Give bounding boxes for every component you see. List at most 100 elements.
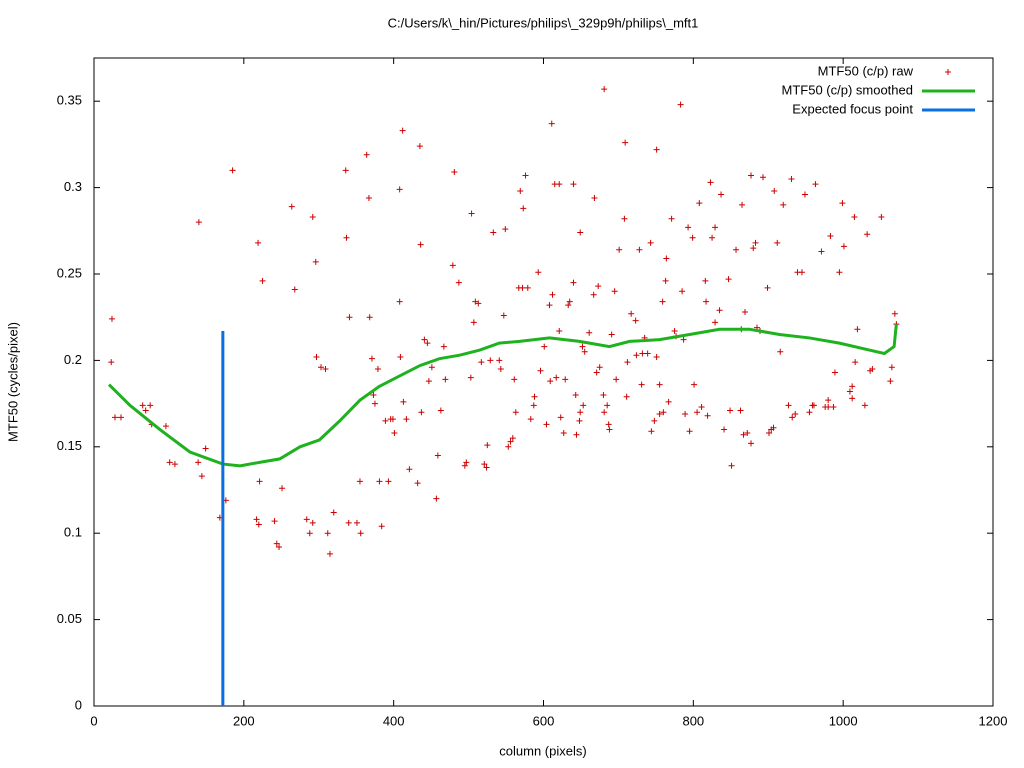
data-point	[702, 277, 709, 284]
data-point	[500, 312, 507, 319]
data-point	[691, 381, 698, 388]
data-point	[279, 485, 286, 492]
data-point	[573, 431, 580, 438]
data-point	[345, 519, 352, 526]
data-point	[400, 398, 407, 405]
data-point	[449, 262, 456, 269]
y-tick-label: 0.05	[57, 611, 82, 626]
x-tick-label: 1000	[829, 713, 858, 728]
legend-label: Expected focus point	[792, 101, 913, 116]
data-point	[111, 414, 118, 421]
data-point	[531, 393, 538, 400]
data-point	[825, 404, 832, 411]
data-point	[527, 416, 534, 423]
data-point	[556, 328, 563, 335]
data-point	[725, 276, 732, 283]
data-point	[653, 353, 660, 360]
data-point	[291, 286, 298, 293]
data-point	[639, 350, 646, 357]
x-tick-label: 200	[233, 713, 255, 728]
data-point	[596, 364, 603, 371]
data-point	[854, 326, 861, 333]
data-point	[777, 348, 784, 355]
data-point	[470, 319, 477, 326]
data-point	[547, 378, 554, 385]
data-point	[309, 519, 316, 526]
data-point	[396, 298, 403, 305]
data-point	[577, 229, 584, 236]
data-point	[543, 421, 550, 428]
data-point	[721, 426, 728, 433]
data-point	[651, 417, 658, 424]
data-point	[825, 397, 832, 404]
data-point	[636, 246, 643, 253]
data-point	[748, 440, 755, 447]
data-point	[572, 391, 579, 398]
data-point	[707, 179, 714, 186]
data-point	[117, 414, 124, 421]
data-point	[660, 409, 667, 416]
data-point	[342, 167, 349, 174]
data-point	[522, 172, 529, 179]
data-point	[577, 409, 584, 416]
legend-symbol	[945, 69, 951, 75]
data-point	[818, 248, 825, 255]
data-point	[535, 269, 542, 276]
x-tick-label: 600	[533, 713, 555, 728]
data-point	[406, 466, 413, 473]
data-point	[363, 151, 370, 158]
data-point	[548, 120, 555, 127]
data-point	[142, 407, 149, 414]
data-point	[685, 224, 692, 231]
data-point	[434, 452, 441, 459]
data-point	[601, 409, 608, 416]
data-point	[424, 340, 431, 347]
data-point	[861, 402, 868, 409]
data-point	[742, 309, 749, 316]
data-point	[891, 310, 898, 317]
data-point	[397, 353, 404, 360]
data-point	[385, 478, 392, 485]
data-point	[621, 215, 628, 222]
data-point	[255, 239, 262, 246]
data-point	[668, 215, 675, 222]
data-point	[417, 241, 424, 248]
data-point	[827, 232, 834, 239]
data-point	[623, 393, 630, 400]
data-point	[442, 376, 449, 383]
data-point	[591, 194, 598, 201]
data-point	[451, 169, 458, 176]
data-point	[888, 364, 895, 371]
data-point	[704, 412, 711, 419]
data-point	[846, 388, 853, 395]
data-point	[665, 398, 672, 405]
data-point	[576, 417, 583, 424]
x-tick-label: 0	[90, 713, 97, 728]
data-point	[330, 509, 337, 516]
data-point	[481, 461, 488, 468]
data-point	[744, 429, 751, 436]
data-point	[624, 359, 631, 366]
data-point	[570, 181, 577, 188]
data-point	[703, 298, 710, 305]
data-point	[524, 284, 531, 291]
data-point	[229, 167, 236, 174]
data-point	[622, 139, 629, 146]
data-point	[428, 364, 435, 371]
data-point	[581, 348, 588, 355]
data-point	[312, 258, 319, 265]
data-point	[520, 205, 527, 212]
y-axis-label: MTF50 (cycles/pixel)	[5, 322, 20, 442]
data-point	[365, 194, 372, 201]
data-point	[647, 239, 654, 246]
data-point	[656, 381, 663, 388]
x-tick-label: 400	[383, 713, 405, 728]
data-point	[671, 328, 678, 335]
data-point	[648, 428, 655, 435]
data-point	[611, 288, 618, 295]
data-point	[371, 400, 378, 407]
data-point	[570, 279, 577, 286]
legend-label: MTF50 (c/p) smoothed	[782, 82, 914, 97]
data-point	[709, 234, 716, 241]
